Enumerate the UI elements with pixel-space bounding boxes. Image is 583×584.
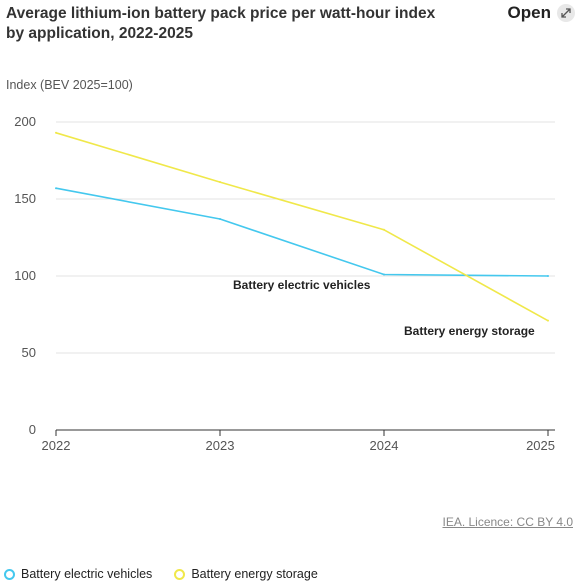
annotation-layer: Battery electric vehicles Battery energy … <box>233 278 535 338</box>
y-tick-label-150: 150 <box>14 191 36 206</box>
line-chart: 0 50 100 150 200 2022 2023 2024 2025 Battery ele… <box>14 114 555 453</box>
series-line-0 <box>55 187 549 277</box>
data-point-1-0 <box>55 131 57 134</box>
x-tick-label-2023: 2023 <box>206 438 235 453</box>
licence-link[interactable]: IEA. Licence: CC BY 4.0 <box>442 515 573 529</box>
y-axis-label: Index (BEV 2025=100) <box>6 78 133 92</box>
chart-title: Average lithium-ion battery pack price p… <box>6 5 436 42</box>
x-tick-label-2022: 2022 <box>42 438 71 453</box>
series-line-1 <box>55 132 549 322</box>
legend-swatch-bev <box>4 568 15 580</box>
open-button[interactable]: Open <box>508 3 575 23</box>
data-point-1-1 <box>219 181 221 184</box>
open-label: Open <box>507 3 551 22</box>
grid-layer <box>56 121 555 354</box>
axis-layer: 0 50 100 150 200 2022 2023 2024 2025 <box>14 114 555 453</box>
x-tick-label-2024: 2024 <box>370 438 399 453</box>
data-point-1-3 <box>547 319 549 322</box>
data-point-0-3 <box>547 275 549 277</box>
annotation-0: Battery electric vehicles <box>233 278 371 292</box>
data-point-0-1 <box>219 218 221 221</box>
series-layer <box>55 131 549 322</box>
y-tick-label-200: 200 <box>14 114 36 129</box>
y-tick-label-50: 50 <box>22 345 36 360</box>
legend-label-bev: Battery electric vehicles <box>21 567 153 581</box>
annotation-1: Battery energy storage <box>404 324 535 338</box>
expand-icon[interactable] <box>557 4 575 22</box>
y-tick-label-0: 0 <box>29 422 36 437</box>
y-tick-label-100: 100 <box>14 268 36 283</box>
data-point-0-2 <box>383 273 385 276</box>
legend-swatch-storage <box>174 568 186 580</box>
legend: Battery electric vehicles Battery energy… <box>4 567 318 581</box>
data-point-1-2 <box>383 228 385 231</box>
legend-label-storage: Battery energy storage <box>191 567 318 581</box>
legend-item-bev[interactable]: Battery electric vehicles <box>4 567 152 581</box>
x-tick-label-2025: 2025 <box>526 438 555 453</box>
data-point-0-0 <box>55 187 57 190</box>
legend-item-storage[interactable]: Battery energy storage <box>174 567 318 581</box>
